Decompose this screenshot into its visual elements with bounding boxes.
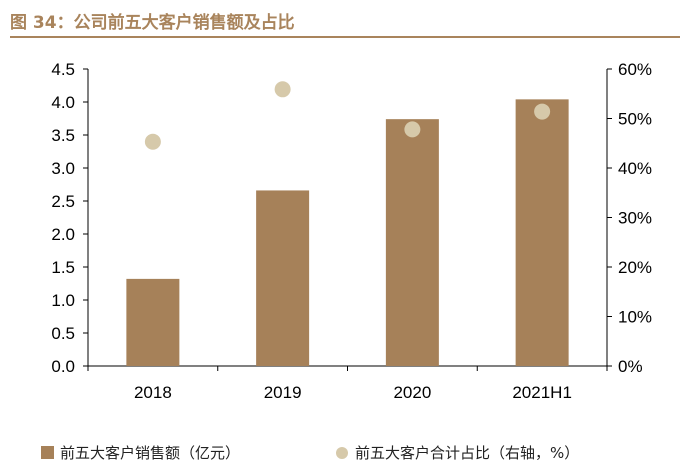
data-point (404, 121, 421, 138)
bar (515, 99, 569, 367)
left-tick-label: 3.0 (51, 159, 75, 178)
left-tick-label: 2.0 (51, 225, 75, 244)
legend-label-bar: 前五大客户销售额（亿元） (60, 444, 240, 462)
legend-label-dot: 前五大客户合计占比（右轴，%） (355, 444, 579, 462)
right-tick-label: 60% (618, 60, 652, 79)
left-tick-label: 2.5 (51, 192, 75, 211)
right-tick-label: 0% (618, 357, 643, 376)
legend-swatch-bar (41, 446, 54, 459)
x-tick-label: 2019 (264, 383, 302, 402)
legend-swatch-dot (336, 447, 348, 459)
chart-title: 图 34：公司前五大客户销售额及占比 (10, 13, 295, 33)
left-tick-label: 0.0 (51, 357, 75, 376)
data-point (274, 81, 291, 98)
legend: 前五大客户销售额（亿元） 前五大客户合计占比（右轴，%） (41, 444, 579, 462)
bar (256, 190, 310, 366)
x-tick-label: 2021H1 (512, 383, 572, 402)
x-tick-label: 2020 (393, 383, 431, 402)
right-tick-label: 10% (618, 308, 652, 327)
data-point (144, 133, 161, 150)
data-point (534, 103, 551, 120)
x-tick-label: 2018 (134, 383, 172, 402)
left-tick-label: 4.5 (51, 60, 75, 79)
bar (126, 278, 180, 366)
right-tick-label: 30% (618, 209, 652, 228)
dot-series (144, 81, 551, 150)
left-tick-label: 0.5 (51, 324, 75, 343)
right-tick-label: 50% (618, 110, 652, 129)
left-tick-label: 1.0 (51, 291, 75, 310)
right-tick-label: 40% (618, 159, 652, 178)
left-tick-label: 3.5 (51, 126, 75, 145)
bar-series (126, 99, 569, 367)
left-tick-label: 4.0 (51, 93, 75, 112)
left-tick-label: 1.5 (51, 258, 75, 277)
tick-labels: 0.0 0.5 1.0 1.5 2.0 2.5 3.0 3.5 4.0 4.5 0% 10% 20% 30… (51, 60, 652, 402)
right-tick-label: 20% (618, 258, 652, 277)
title-bar: 图 34：公司前五大客户销售额及占比 (10, 4, 680, 38)
bar (385, 119, 439, 366)
